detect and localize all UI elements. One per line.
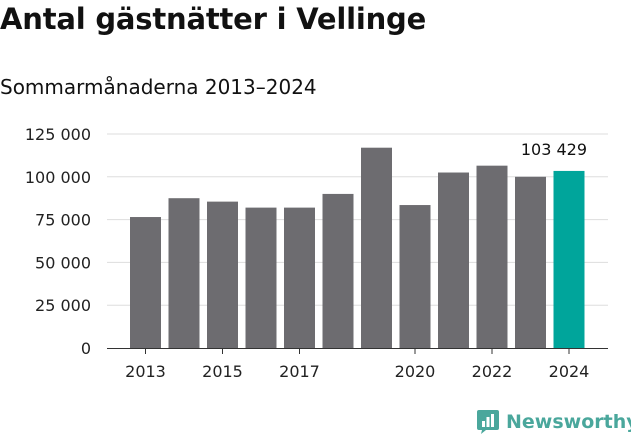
y-tick-label: 50 000	[35, 253, 91, 272]
bar-2014	[168, 198, 200, 348]
x-tick-label: 2024	[549, 362, 590, 381]
y-tick-label: 0	[81, 339, 91, 358]
bar-chart: 0 25 000 50 000 75 000 100 000 125 000 2013 201…	[25, 125, 608, 381]
y-tick-label: 25 000	[35, 296, 91, 315]
brand-logo: Newsworthy	[476, 407, 631, 437]
y-tick-label: 100 000	[25, 168, 91, 187]
brand-name: Newsworthy	[506, 411, 631, 433]
bar-2021	[438, 172, 469, 348]
x-tick-label: 2015	[202, 362, 243, 381]
newsworthy-logo-icon	[477, 410, 499, 434]
x-tick-label: 2020	[395, 362, 436, 381]
chart-subtitle: Sommarmånaderna 2013–2024	[0, 75, 317, 99]
bar-2023	[515, 176, 546, 348]
y-tick-label: 125 000	[25, 125, 91, 144]
bar-2013	[130, 217, 161, 348]
x-tick-label: 2022	[472, 362, 513, 381]
bar-2015	[207, 201, 238, 348]
bar-2017	[284, 207, 315, 348]
bar-2022	[476, 165, 508, 348]
bar-2020	[399, 205, 431, 348]
bar-2018	[322, 193, 354, 348]
data-label: 103 429	[521, 140, 587, 159]
bar-2019	[361, 147, 392, 348]
chart-title: Antal gästnätter i Vellinge	[0, 2, 427, 36]
bar-2024	[553, 170, 585, 348]
x-tick-label: 2017	[279, 362, 320, 381]
x-tick-label: 2013	[125, 362, 166, 381]
y-tick-label: 75 000	[35, 211, 91, 230]
bar-2016	[245, 207, 277, 348]
